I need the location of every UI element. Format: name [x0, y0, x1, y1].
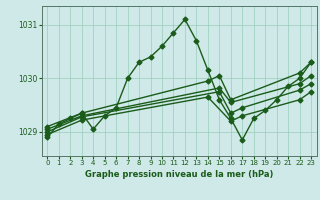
X-axis label: Graphe pression niveau de la mer (hPa): Graphe pression niveau de la mer (hPa) [85, 170, 273, 179]
